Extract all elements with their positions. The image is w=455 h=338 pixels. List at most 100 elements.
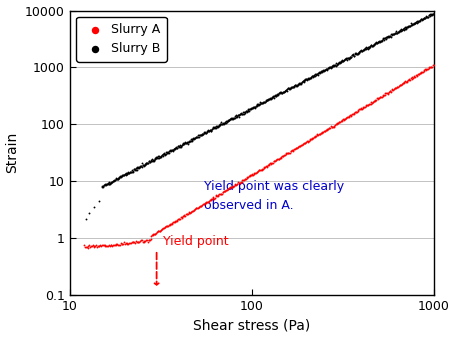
Slurry A	[268, 160, 276, 165]
Slurry B	[241, 110, 248, 115]
Slurry B	[231, 114, 238, 119]
Slurry B	[323, 67, 330, 72]
Slurry B	[405, 24, 413, 29]
Slurry B	[406, 23, 413, 28]
Slurry B	[235, 114, 242, 119]
Slurry B	[157, 153, 165, 159]
Slurry B	[134, 165, 142, 171]
Slurry A	[298, 142, 305, 148]
Slurry B	[170, 146, 177, 151]
Slurry B	[207, 128, 214, 133]
Slurry A	[350, 111, 357, 116]
Slurry B	[244, 108, 252, 113]
Slurry A	[374, 96, 382, 101]
Slurry A	[252, 170, 259, 175]
Slurry B	[379, 37, 386, 42]
Slurry A	[262, 164, 269, 169]
Slurry B	[415, 19, 422, 24]
Slurry B	[292, 82, 299, 88]
Slurry A	[252, 170, 259, 176]
Slurry A	[286, 150, 293, 155]
Slurry A	[224, 187, 231, 192]
Slurry A	[211, 196, 218, 201]
Slurry A	[417, 71, 425, 76]
Slurry B	[199, 132, 206, 137]
Slurry A	[101, 242, 108, 248]
Slurry B	[330, 63, 337, 68]
Slurry B	[384, 34, 391, 40]
Slurry A	[276, 155, 283, 160]
Slurry B	[185, 139, 192, 145]
Slurry B	[248, 106, 255, 112]
Slurry B	[307, 76, 314, 81]
Slurry B	[390, 31, 398, 37]
Slurry B	[132, 167, 139, 173]
Slurry B	[186, 138, 193, 144]
Slurry B	[388, 32, 395, 37]
Slurry A	[209, 196, 217, 201]
Slurry B	[322, 67, 329, 72]
Slurry B	[187, 138, 194, 143]
Slurry A	[222, 188, 229, 194]
Slurry B	[401, 26, 408, 31]
Slurry B	[264, 97, 272, 102]
Slurry B	[182, 140, 190, 145]
Slurry A	[103, 243, 111, 249]
Slurry B	[136, 164, 144, 169]
Slurry A	[317, 131, 324, 137]
Slurry A	[321, 128, 328, 133]
Slurry B	[128, 168, 136, 173]
Slurry B	[135, 165, 142, 171]
Slurry B	[147, 158, 155, 163]
Slurry A	[221, 189, 228, 194]
Slurry A	[239, 177, 246, 183]
Slurry B	[189, 137, 196, 142]
Slurry B	[263, 98, 270, 103]
Slurry B	[278, 90, 285, 95]
Slurry A	[343, 115, 350, 120]
Slurry B	[127, 169, 134, 175]
Slurry A	[300, 141, 308, 146]
Slurry B	[122, 172, 130, 177]
Slurry A	[396, 82, 403, 88]
Slurry B	[195, 132, 202, 138]
Slurry B	[155, 154, 162, 159]
Slurry B	[370, 41, 378, 46]
Slurry B	[428, 12, 435, 18]
Slurry A	[129, 239, 136, 245]
Slurry B	[339, 57, 346, 63]
Slurry A	[160, 226, 167, 231]
Slurry A	[220, 189, 228, 194]
Slurry B	[165, 150, 172, 155]
Slurry B	[169, 148, 176, 153]
Slurry B	[379, 36, 386, 42]
Slurry A	[329, 124, 337, 129]
Slurry A	[337, 118, 344, 124]
Slurry B	[255, 102, 262, 108]
Slurry A	[368, 99, 375, 105]
Slurry A	[186, 210, 193, 215]
Slurry B	[367, 43, 374, 49]
Slurry B	[103, 181, 111, 186]
Slurry A	[246, 173, 253, 179]
Slurry A	[323, 127, 330, 132]
Slurry B	[102, 183, 110, 188]
Slurry B	[201, 129, 208, 135]
Slurry B	[296, 81, 303, 87]
Slurry A	[355, 108, 362, 113]
Slurry A	[295, 144, 303, 149]
Slurry A	[241, 176, 248, 182]
Slurry B	[291, 83, 298, 89]
Slurry B	[285, 86, 293, 92]
Slurry B	[146, 159, 153, 165]
Slurry A	[230, 183, 237, 189]
Slurry B	[286, 85, 293, 91]
Slurry A	[429, 64, 436, 69]
Slurry A	[91, 244, 99, 249]
Slurry B	[228, 116, 236, 121]
Slurry A	[309, 135, 316, 141]
Slurry A	[106, 243, 113, 248]
Slurry A	[150, 231, 157, 237]
Slurry B	[221, 120, 228, 126]
Slurry A	[384, 91, 391, 97]
